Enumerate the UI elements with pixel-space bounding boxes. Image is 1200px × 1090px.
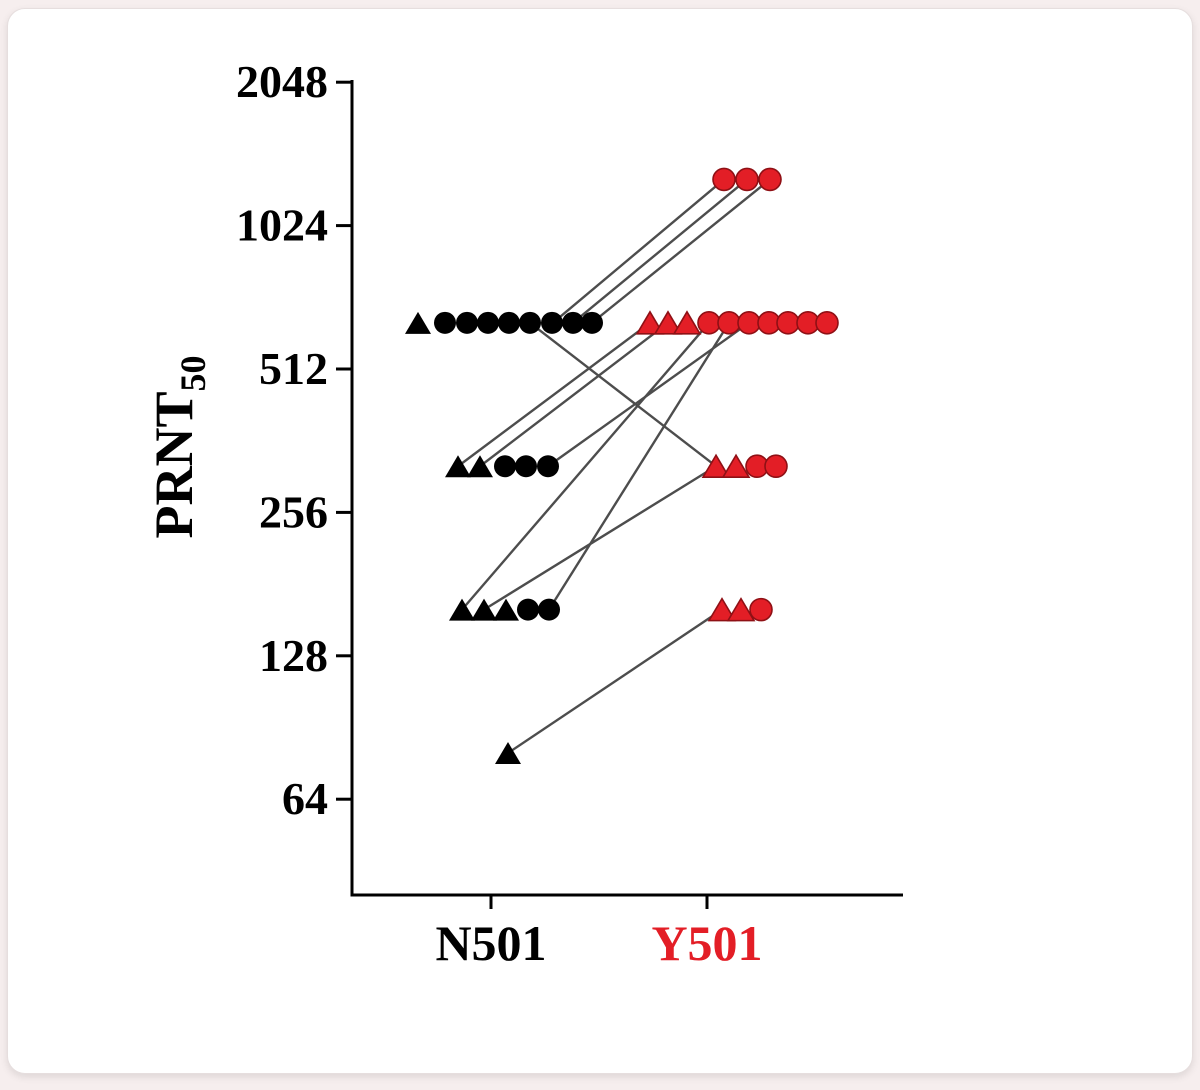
y-axis-label: PRNT50 [144,356,213,539]
data-point-triangle [672,310,702,335]
data-point-triangle [493,598,519,621]
data-point-triangle [653,310,683,335]
data-point-circle [717,311,741,335]
data-point-circle [764,454,788,479]
data-point-circle [735,167,759,192]
data-point-circle [477,311,499,334]
data-point-circle [519,311,541,334]
pair-line [591,178,771,324]
data-point-circle [815,311,839,335]
data-point-circle [737,311,761,335]
data-point-circle [515,455,537,478]
x-tick-label: Y501 [651,915,762,971]
data-point-triangle [707,597,737,622]
data-point-circle [697,311,721,335]
pair-line [572,178,748,324]
pair-line [461,322,710,611]
pair-line [552,178,725,324]
data-point-circle [456,311,478,334]
pair-line [483,465,717,611]
data-point-triangle [721,453,751,479]
data-point-circle [749,597,773,622]
data-point-triangle [495,742,521,765]
y-tick-label: 64 [282,773,328,824]
data-point-circle [758,167,782,192]
y-tick-label: 256 [259,486,328,537]
pair-line [479,321,669,468]
y-tick-label: 2048 [236,56,328,107]
data-point-triangle [445,455,471,478]
data-point-triangle [635,310,665,335]
data-point-circle [498,311,520,334]
pair-line [547,322,731,611]
y-tick-label: 128 [259,630,328,681]
data-point-circle [712,167,736,192]
y-tick-label: 512 [259,343,328,394]
data-point-circle [434,311,456,334]
pair-line [507,608,723,755]
data-point-circle [776,311,800,335]
pair-line [457,321,651,468]
data-point-triangle [405,311,431,334]
x-tick-label: N501 [435,915,546,971]
data-point-triangle [449,598,475,621]
data-point-triangle [467,455,493,478]
y-tick-label: 1024 [236,200,328,251]
data-point-circle [517,598,539,621]
data-point-triangle [726,597,756,622]
data-point-circle [537,455,559,478]
data-point-triangle [471,598,497,621]
data-point-circle [562,311,584,334]
data-point-circle [494,455,516,478]
data-point-circle [541,311,563,334]
data-point-circle [538,598,560,621]
data-point-circle [581,311,603,334]
pair-line [529,321,717,468]
data-point-triangle [701,453,731,479]
